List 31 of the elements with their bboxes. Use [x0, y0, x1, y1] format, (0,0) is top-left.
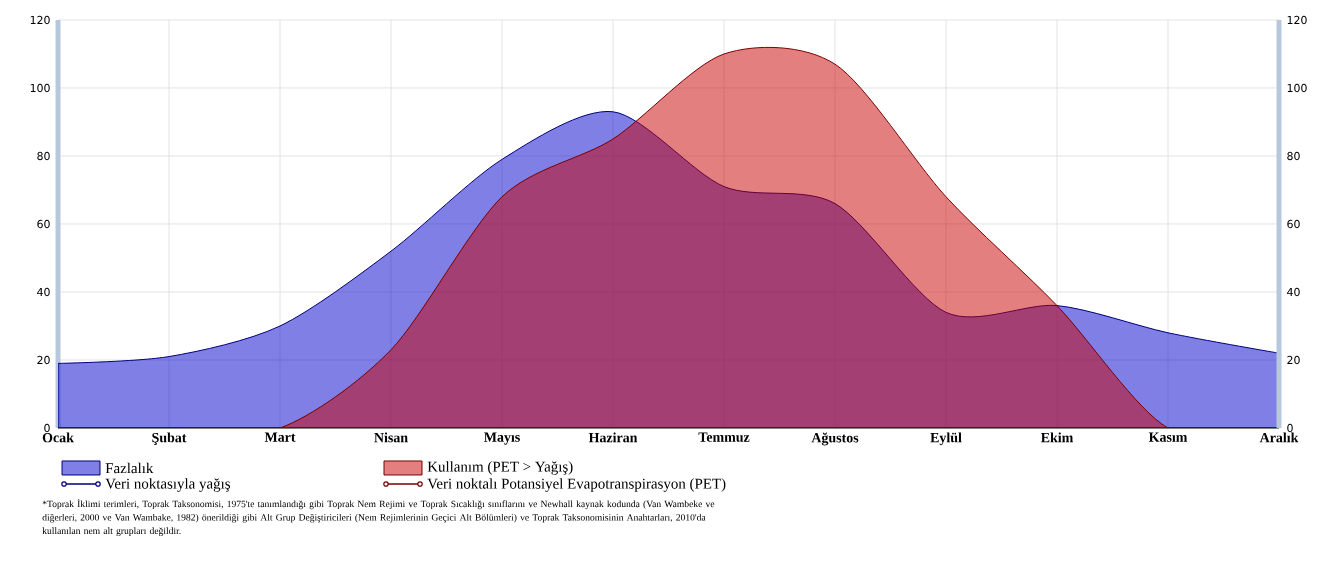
y-tick-label: 80	[37, 151, 50, 161]
text: Veri noktasıyla yağış	[105, 478, 231, 492]
x-tick-label: Ağustos	[811, 432, 859, 446]
x-tick-label: Şubat	[152, 432, 187, 446]
legend-label: Fazlalık	[105, 462, 154, 474]
y2-tick-label: 100	[1287, 83, 1307, 93]
y2-tick-label: 0	[1287, 423, 1293, 433]
x-tick-label: Mayıs	[484, 432, 520, 445]
x-tick-label: Temmuz	[698, 432, 750, 442]
x-tick-label: Ocak	[42, 432, 74, 443]
x-tick-label: Mart	[264, 432, 296, 442]
x-tick-label: Kasım	[1148, 432, 1188, 442]
text: Veri noktalı Potansiyel Evapotranspirasyon (PET)	[427, 478, 726, 492]
y2-tick-label: 60	[1287, 219, 1300, 229]
x-tick-label: Haziran	[588, 432, 638, 443]
x-tick-label: Ekim	[1040, 432, 1074, 443]
y-tick-label: 120	[30, 15, 50, 25]
x-tick-label: Nisan	[374, 432, 408, 443]
y-tick-label: 60	[37, 219, 50, 229]
text: *Toprak İklimi terimleri, Toprak Taksonomisi, 1975'te tanımlandığı gibi Toprak Nem Rejimi ve Toprak Sıcaklığı sınıflarını ve Newhall kaynak kodunda (Van Wambeke ve diğerleri, 2000 ve Van Wambake, 1982) önerildiği gibi Alt Grup Değiştiricileri (Nem Rejimlerinin Geçici Alt Bölümleri) ve Toprak Taksonomisinin Anahtarları, 2010'da kullanılan nem alt grupları değildir.	[42, 499, 715, 537]
x-tick-label: Aralık	[1259, 432, 1299, 443]
x-tick-label: Eylül	[930, 432, 962, 446]
legend-label: Kullanım (PET > Yağış)	[427, 461, 573, 475]
y-tick-label: 0	[44, 423, 50, 433]
y-tick-label: 20	[37, 355, 50, 365]
y-tick-label: 40	[37, 287, 50, 297]
y2-tick-label: 20	[1287, 355, 1300, 365]
y2-tick-label: 120	[1287, 15, 1307, 25]
y-tick-label: 100	[30, 83, 50, 93]
y2-tick-label: 80	[1287, 151, 1300, 161]
y2-tick-label: 40	[1287, 287, 1300, 297]
